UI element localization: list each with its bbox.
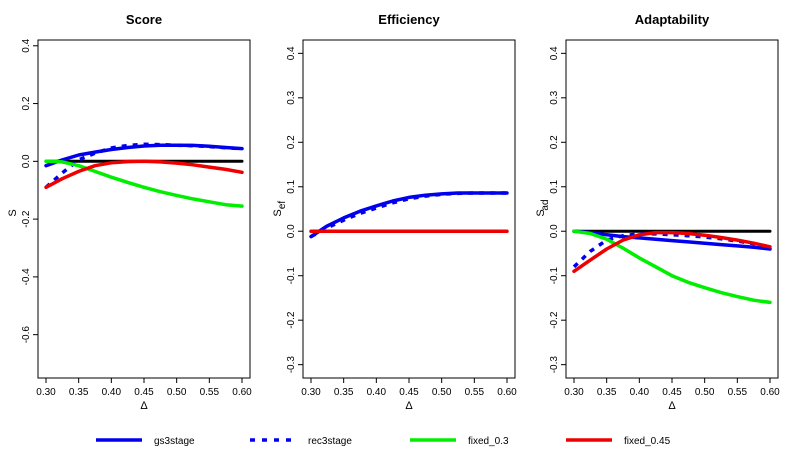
series-line-fixed_0-45 <box>572 230 772 274</box>
x-tick-label: 0.45 <box>662 387 682 398</box>
legend-label: rec3stage <box>308 436 352 447</box>
x-tick-label: 0.35 <box>69 387 89 398</box>
y-tick-label: -0.6 <box>21 326 32 344</box>
y-tick-label: -0.2 <box>21 210 32 228</box>
plot-frame <box>302 39 516 379</box>
y-axis-label: S <box>272 209 284 216</box>
x-tick-label: 0.30 <box>36 387 56 398</box>
y-tick-label: 0.2 <box>549 135 560 149</box>
x-tick-label: 0.35 <box>334 387 354 398</box>
series-line-fixed_0-3 <box>572 229 772 305</box>
x-tick-label: 0.60 <box>497 387 517 398</box>
x-tick-label: 0.60 <box>760 387 780 398</box>
x-tick-label: 0.40 <box>367 387 387 398</box>
panel-title: Adaptability <box>635 12 710 27</box>
plot-frame <box>37 39 251 379</box>
series-line-fixed_0-45 <box>44 159 244 190</box>
y-tick-label: -0.4 <box>21 268 32 286</box>
y-tick-label: 0.0 <box>286 224 297 238</box>
y-axis-label-subscript: ef <box>277 201 288 210</box>
x-tick-label: 0.30 <box>301 387 321 398</box>
y-tick-label: 0.1 <box>549 179 560 193</box>
y-tick-label: 0.3 <box>549 90 560 104</box>
x-tick-label: 0.50 <box>167 387 187 398</box>
x-tick-label: 0.55 <box>465 387 485 398</box>
y-tick-label: -0.1 <box>549 267 560 285</box>
y-tick-label: 0.4 <box>549 46 560 60</box>
y-axis-label: S <box>535 209 547 216</box>
x-tick-label: 0.40 <box>102 387 122 398</box>
x-tick-label: 0.50 <box>695 387 715 398</box>
x-tick-label: 0.50 <box>432 387 452 398</box>
series-line-rec3stage <box>310 191 507 239</box>
y-axis-label-subscript: ad <box>540 199 551 210</box>
y-axis-label: S <box>7 209 19 216</box>
y-tick-label: 0.2 <box>286 135 297 149</box>
x-axis-label: Δ <box>668 400 676 412</box>
x-tick-label: 0.45 <box>399 387 419 398</box>
panel-title: Score <box>126 12 162 27</box>
y-tick-label: 0.4 <box>286 46 297 60</box>
series-line-gs3stage <box>572 229 772 251</box>
series-line-rec3stage <box>44 142 243 189</box>
y-tick-label: -0.3 <box>549 356 560 374</box>
x-tick-label: 0.35 <box>597 387 617 398</box>
x-tick-label: 0.30 <box>564 387 584 398</box>
plot-frame <box>565 39 779 379</box>
y-tick-label: 0.3 <box>286 90 297 104</box>
x-axis-label: Δ <box>405 400 413 412</box>
x-tick-label: 0.40 <box>630 387 650 398</box>
y-tick-label: -0.1 <box>286 267 297 285</box>
legend-label: fixed_0.45 <box>624 436 671 447</box>
panel-title: Efficiency <box>378 12 440 27</box>
x-tick-label: 0.45 <box>134 387 154 398</box>
x-axis-label: Δ <box>140 400 148 412</box>
legend-label: fixed_0.3 <box>468 436 509 447</box>
y-tick-label: -0.3 <box>286 356 297 374</box>
y-tick-label: 0.0 <box>549 224 560 238</box>
y-tick-label: 0.1 <box>286 179 297 193</box>
legend-label: gs3stage <box>154 436 195 447</box>
y-tick-label: 0.2 <box>21 96 32 110</box>
y-tick-label: -0.2 <box>286 311 297 329</box>
y-tick-label: 0.4 <box>21 38 32 52</box>
x-tick-label: 0.55 <box>200 387 220 398</box>
x-tick-label: 0.60 <box>232 387 252 398</box>
x-tick-label: 0.55 <box>728 387 748 398</box>
y-tick-label: -0.2 <box>549 311 560 329</box>
series-line-gs3stage <box>309 191 509 239</box>
series-line-fixed_0-3 <box>44 159 244 208</box>
y-tick-label: 0.0 <box>21 154 32 168</box>
